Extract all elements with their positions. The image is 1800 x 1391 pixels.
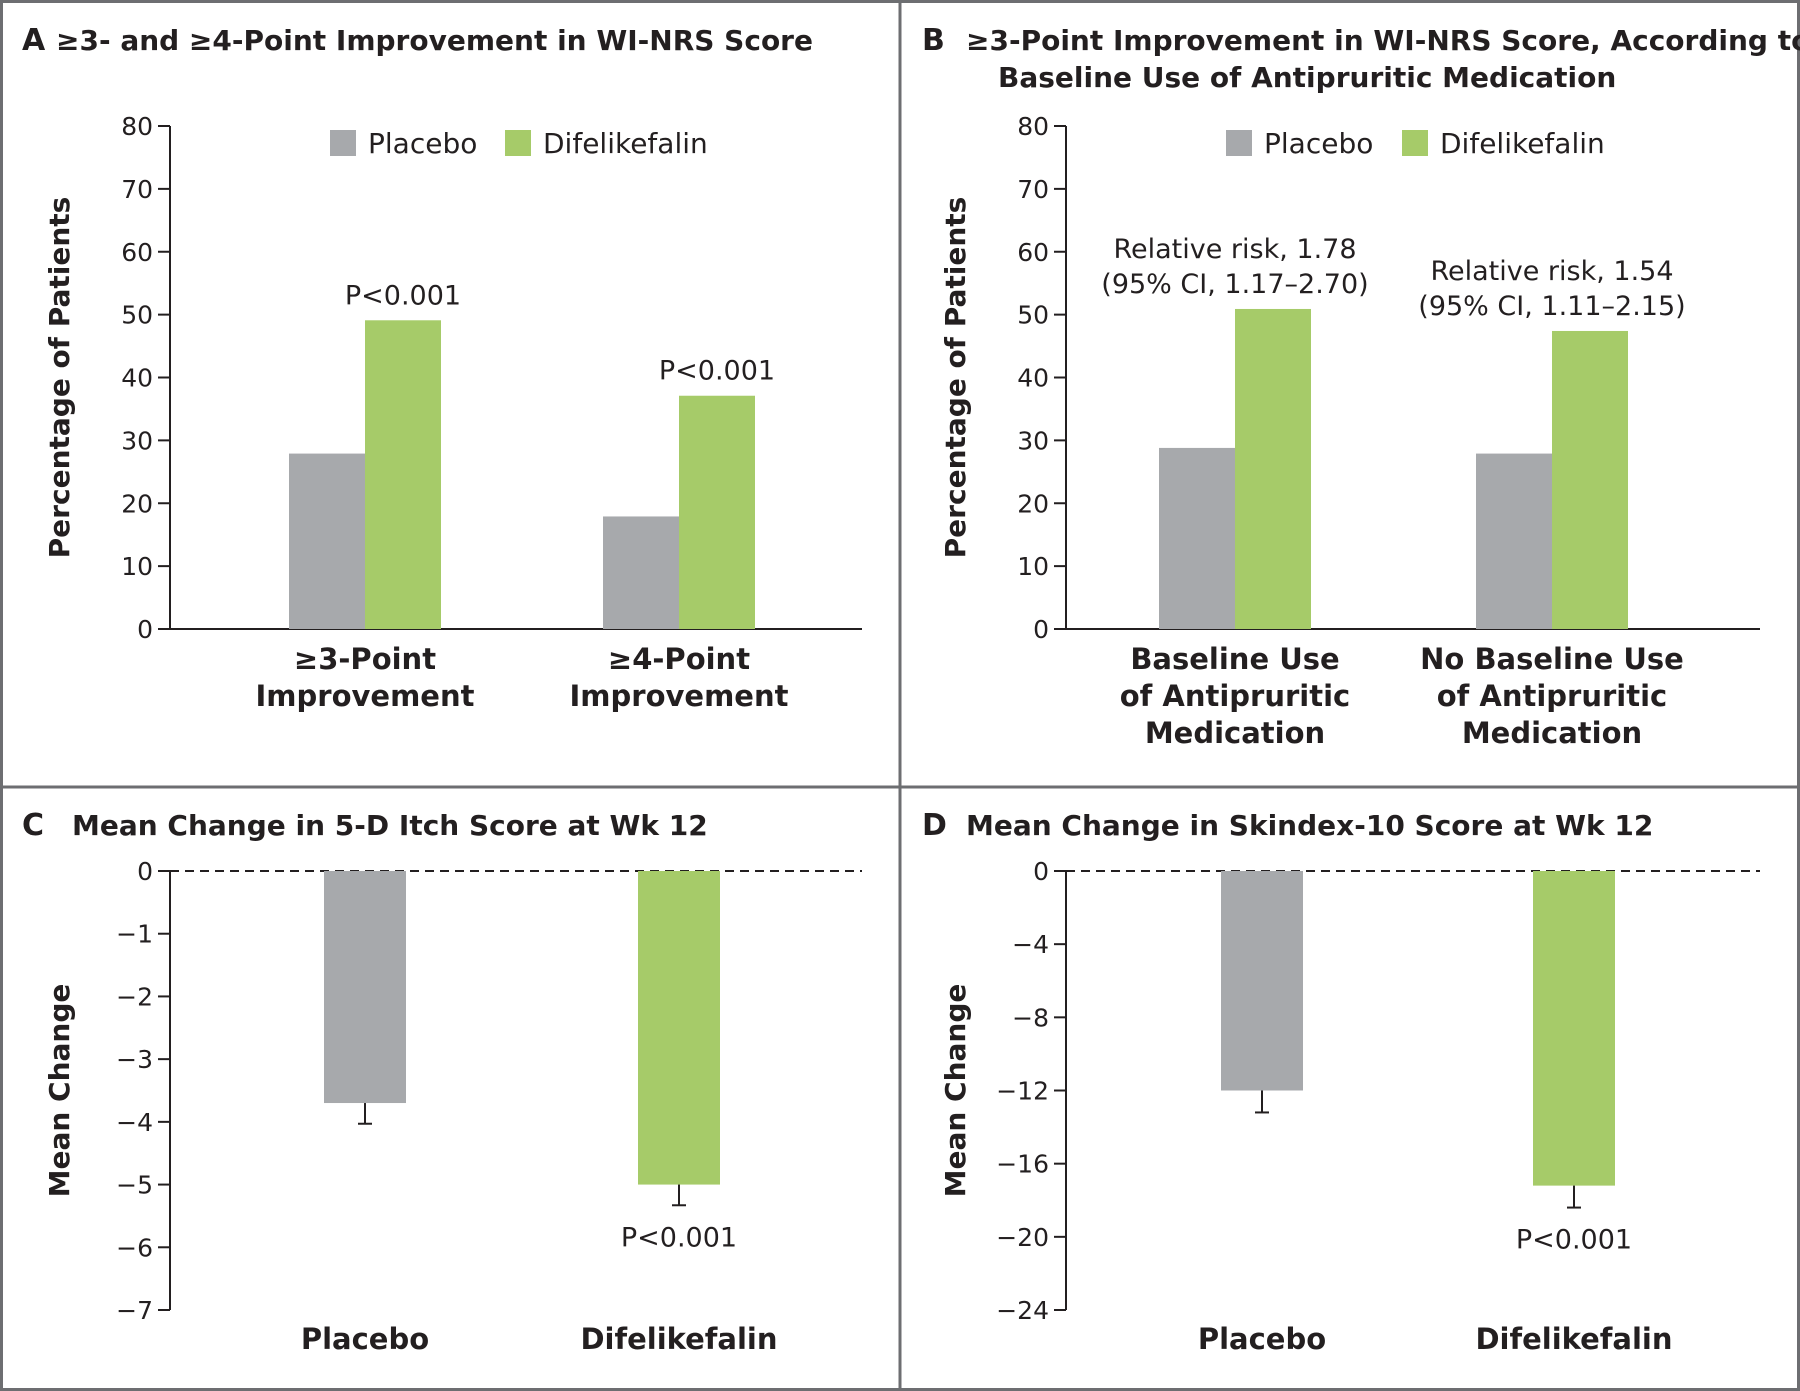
bar-placebo — [1476, 453, 1552, 629]
bar-annotation: P<0.001 — [621, 1222, 737, 1253]
x-category-label: ≥3-Point — [294, 642, 436, 676]
y-tick-label: 80 — [121, 112, 153, 141]
x-category-label: Medication — [1145, 716, 1325, 750]
panel-d-title: Mean Change in Skindex-10 Score at Wk 12 — [966, 809, 1653, 842]
legend-swatch-placebo — [330, 130, 356, 156]
x-category-label: Improvement — [256, 679, 475, 713]
bar-placebo — [289, 453, 365, 629]
y-tick-label: −6 — [116, 1233, 153, 1262]
panel-c-title: Mean Change in 5-D Itch Score at Wk 12 — [72, 809, 708, 842]
y-tick-label: −2 — [116, 982, 153, 1011]
bar-difelikefalin — [1552, 330, 1628, 629]
x-category-label: ≥4-Point — [608, 642, 750, 676]
y-tick-label: 0 — [137, 615, 153, 644]
panel-a-title: ≥3- and ≥4-Point Improvement in WI-NRS S… — [56, 24, 813, 57]
y-tick-label: −1 — [116, 920, 153, 949]
bar-placebo — [1159, 447, 1235, 629]
bar-difelikefalin — [638, 871, 720, 1185]
bar-placebo — [603, 516, 679, 629]
legend-label-placebo: Placebo — [368, 127, 477, 160]
panel-c-letter: C — [22, 808, 44, 843]
bar-difelikefalin — [679, 395, 755, 629]
panel-b-letter: B — [922, 23, 945, 58]
x-category-label: Baseline Use — [1130, 642, 1339, 676]
y-tick-label: 70 — [1017, 175, 1049, 204]
y-tick-label: −24 — [996, 1296, 1049, 1325]
legend-swatch-difelikefalin — [505, 130, 531, 156]
y-tick-label: −5 — [116, 1171, 153, 1200]
y-tick-label: 50 — [121, 301, 153, 330]
y-tick-label: 60 — [1017, 238, 1049, 267]
y-tick-label: −3 — [116, 1045, 153, 1074]
bar-annotation: P<0.001 — [345, 280, 461, 311]
x-category-label: Placebo — [1198, 1322, 1326, 1356]
panel-d-letter: D — [922, 808, 947, 843]
x-category-label: Difelikefalin — [1475, 1322, 1672, 1356]
y-tick-label: −16 — [996, 1150, 1049, 1179]
legend-swatch-difelikefalin — [1402, 130, 1428, 156]
y-tick-label: 0 — [1033, 857, 1049, 886]
bar-annotation: P<0.001 — [659, 356, 775, 387]
bar-annotation: Relative risk, 1.54 — [1430, 256, 1673, 287]
panel-c-y-axis-title: Mean Change — [43, 984, 76, 1198]
y-tick-label: −4 — [1012, 930, 1049, 959]
y-tick-label: 10 — [1017, 552, 1049, 581]
bar-annotation: (95% CI, 1.11–2.15) — [1418, 291, 1685, 322]
panel-b-chart: B ≥3-Point Improvement in WI-NRS Score, A… — [922, 23, 1800, 750]
x-category-label: Placebo — [301, 1322, 429, 1356]
y-tick-label: 20 — [121, 489, 153, 518]
y-tick-label: 50 — [1017, 301, 1049, 330]
panel-b-title: ≥3-Point Improvement in WI-NRS Score, Ac… — [966, 24, 1800, 57]
panel-a-letter: A — [22, 23, 46, 58]
y-tick-label: 70 — [121, 175, 153, 204]
panel-a-y-axis-title: Percentage of Patients — [43, 197, 76, 559]
legend-label-placebo: Placebo — [1264, 127, 1373, 160]
x-category-label: of Antipruritic — [1437, 679, 1667, 713]
y-tick-label: 30 — [121, 426, 153, 455]
y-tick-label: 40 — [121, 364, 153, 393]
bar-difelikefalin — [1235, 308, 1311, 629]
y-tick-label: 60 — [121, 238, 153, 267]
y-tick-label: 80 — [1017, 112, 1049, 141]
y-tick-label: −8 — [1012, 1003, 1049, 1032]
panel-b-title: Baseline Use of Antipruritic Medication — [998, 61, 1616, 94]
panel-a-chart: A ≥3- and ≥4-Point Improvement in WI-NRS … — [22, 23, 862, 713]
legend-swatch-placebo — [1226, 130, 1252, 156]
y-tick-label: 10 — [121, 552, 153, 581]
panel-c-chart: C Mean Change in 5-D Itch Score at Wk 12 0… — [22, 808, 862, 1356]
legend-label-difelikefalin: Difelikefalin — [1440, 127, 1605, 160]
bar-difelikefalin — [1533, 871, 1615, 1186]
x-category-label: Medication — [1462, 716, 1642, 750]
bar-annotation: Relative risk, 1.78 — [1113, 234, 1356, 265]
y-tick-label: −4 — [116, 1108, 153, 1137]
bar-annotation: P<0.001 — [1516, 1225, 1632, 1256]
x-category-label: of Antipruritic — [1120, 679, 1350, 713]
x-category-label: No Baseline Use — [1420, 642, 1684, 676]
panel-d-chart: D Mean Change in Skindex-10 Score at Wk 1… — [922, 808, 1760, 1356]
x-category-label: Improvement — [570, 679, 789, 713]
y-tick-label: 30 — [1017, 426, 1049, 455]
y-tick-label: 0 — [1033, 615, 1049, 644]
bar-annotation: (95% CI, 1.17–2.70) — [1101, 269, 1368, 300]
y-tick-label: 0 — [137, 857, 153, 886]
y-tick-label: −12 — [996, 1077, 1049, 1106]
bar-difelikefalin — [365, 320, 441, 629]
y-tick-label: −7 — [116, 1296, 153, 1325]
y-tick-label: 40 — [1017, 364, 1049, 393]
x-category-label: Difelikefalin — [580, 1322, 777, 1356]
y-tick-label: −20 — [996, 1223, 1049, 1252]
y-tick-label: 20 — [1017, 489, 1049, 518]
legend-label-difelikefalin: Difelikefalin — [543, 127, 708, 160]
panel-d-y-axis-title: Mean Change — [939, 984, 972, 1198]
bar-placebo — [1221, 871, 1303, 1091]
panel-b-y-axis-title: Percentage of Patients — [939, 197, 972, 559]
bar-placebo — [324, 871, 406, 1104]
